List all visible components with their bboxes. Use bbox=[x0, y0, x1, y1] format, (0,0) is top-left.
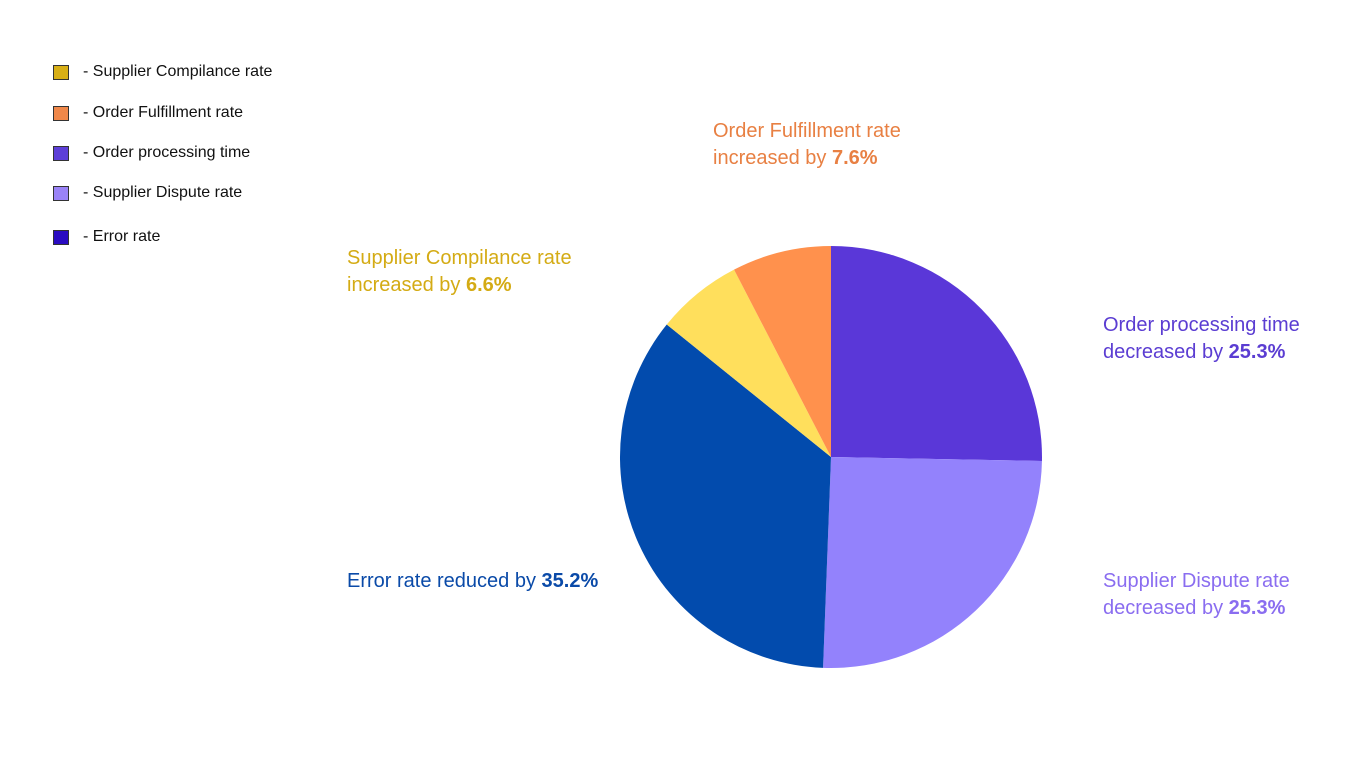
callout-prefix: decreased by bbox=[1103, 597, 1229, 619]
legend-label: - Error rate bbox=[83, 228, 161, 245]
pie-slice-supplier-dispute-rate bbox=[823, 457, 1042, 668]
legend-label: - Order Fulfillment rate bbox=[83, 104, 244, 121]
legend-swatch bbox=[53, 229, 69, 245]
callout-order-fulfillment: Order Fulfillment rate increased by 7.6% bbox=[713, 118, 901, 172]
callout-value: 25.3% bbox=[1228, 341, 1286, 363]
callout-title: Supplier Compilance rate bbox=[347, 247, 572, 269]
callout-value: 35.2% bbox=[541, 570, 599, 592]
pie-slice-order-fulfillment-rate bbox=[734, 245, 831, 457]
legend-item-supplier-dispute: - Supplier Dispute rate bbox=[53, 183, 242, 203]
legend-item-order-fulfillment: - Order Fulfillment rate bbox=[53, 103, 243, 123]
callout-value: 25.3% bbox=[1228, 597, 1286, 619]
callout-title: Order processing time bbox=[1103, 314, 1300, 336]
callout-title: Supplier Dispute rate bbox=[1103, 570, 1290, 592]
callout-supplier-dispute: Supplier Dispute rate decreased by 25.3% bbox=[1103, 568, 1290, 622]
legend-swatch bbox=[53, 105, 69, 121]
callout-prefix: Error rate reduced by bbox=[347, 570, 542, 592]
legend-item-supplier-compliance: - Supplier Compilance rate bbox=[53, 62, 272, 82]
callout-value: 7.6% bbox=[831, 147, 878, 169]
callout-error-rate: Error rate reduced by 35.2% bbox=[347, 568, 598, 595]
legend-item-order-processing: - Order processing time bbox=[53, 143, 250, 163]
legend-label: - Supplier Compilance rate bbox=[83, 63, 273, 80]
legend-label: - Supplier Dispute rate bbox=[83, 184, 243, 201]
pie-slice-error-rate bbox=[619, 324, 831, 668]
pie-slice-order-processing-time bbox=[831, 246, 1042, 461]
legend-swatch bbox=[53, 185, 69, 201]
callout-prefix: increased by bbox=[713, 147, 832, 169]
callout-order-processing: Order processing time decreased by 25.3% bbox=[1103, 312, 1300, 366]
legend-label: - Order processing time bbox=[83, 144, 251, 161]
pie-slice-supplier-compilance-rate bbox=[666, 269, 831, 457]
legend-swatch bbox=[53, 145, 69, 161]
legend-item-error-rate: - Error rate bbox=[53, 227, 160, 247]
callout-value: 6.6% bbox=[465, 274, 512, 296]
callout-prefix: decreased by bbox=[1103, 341, 1229, 363]
callout-title: Order Fulfillment rate bbox=[713, 120, 901, 142]
legend-swatch bbox=[53, 64, 69, 80]
callout-prefix: increased by bbox=[347, 274, 466, 296]
callout-supplier-compliance: Supplier Compilance rate increased by 6.… bbox=[347, 245, 572, 299]
